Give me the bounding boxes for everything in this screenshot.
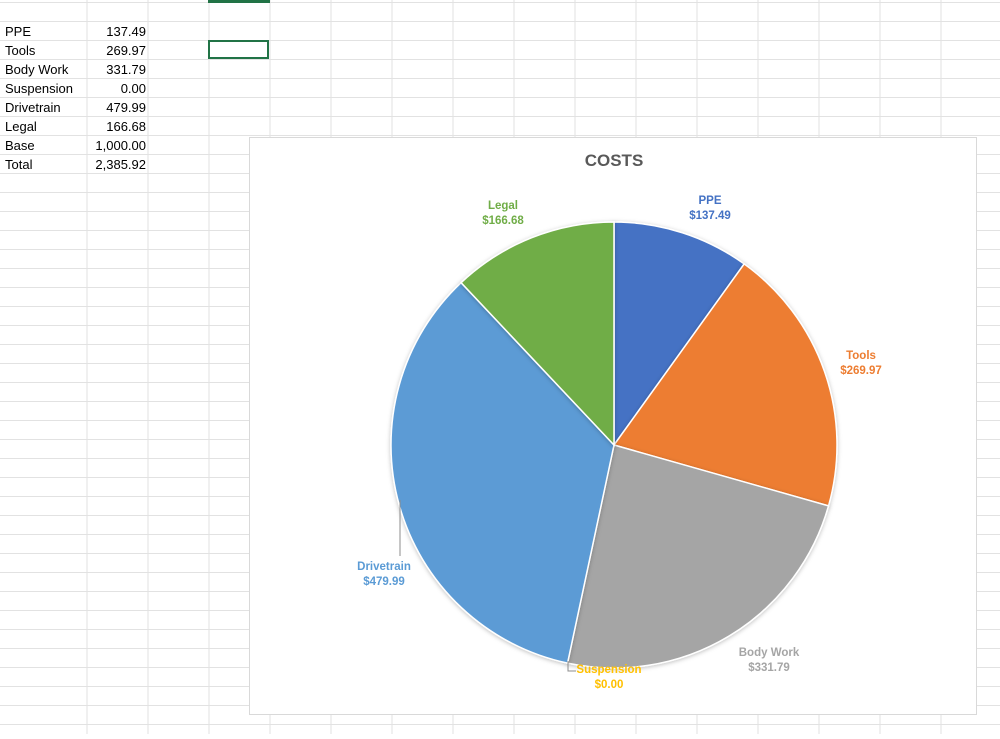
data-label-value-ppe: $137.49: [689, 210, 731, 222]
cell-value-total[interactable]: 2,385.92: [95, 157, 146, 172]
data-label-category-ppe: PPE: [698, 195, 721, 207]
data-label-value-drivetrain: $479.99: [363, 576, 405, 588]
cell-value-base[interactable]: 1,000.00: [95, 138, 146, 153]
data-label-category-suspension: Suspension: [576, 664, 641, 676]
pie-chart-canvas: COSTS PPE $137.49 Tools $269.97 Body Work $33…: [357, 151, 882, 691]
active-column-marker: [208, 0, 270, 3]
pie-slice-ppe[interactable]: [613, 221, 746, 448]
pie-slice-tools[interactable]: [612, 262, 838, 507]
cell-label-legal[interactable]: Legal: [5, 119, 37, 134]
data-label-value-legal: $166.68: [482, 215, 524, 227]
selected-cell[interactable]: [208, 40, 269, 59]
data-label-category-legal: Legal: [488, 200, 518, 212]
pie-slice-body-work[interactable]: [566, 444, 830, 669]
pie-slice-legal[interactable]: [460, 221, 615, 447]
cell-value-drivetrain[interactable]: 479.99: [106, 100, 146, 115]
cell-label-total[interactable]: Total: [5, 157, 33, 172]
data-label-value-body-work: $331.79: [748, 662, 790, 674]
leader-lines: [399, 500, 576, 672]
chart-title: COSTS: [585, 151, 644, 170]
cell-label-ppe[interactable]: PPE: [5, 24, 32, 39]
cell-value-legal[interactable]: 166.68: [106, 119, 146, 134]
data-label-value-tools: $269.97: [840, 365, 882, 377]
pie-slices: [390, 221, 838, 669]
cell-label-base[interactable]: Base: [5, 138, 35, 153]
pie-chart-object[interactable]: COSTS PPE $137.49 Tools $269.97 Body Work $33…: [249, 137, 977, 715]
cell-value-suspension[interactable]: 0.00: [120, 81, 146, 96]
data-label-category-tools: Tools: [846, 350, 876, 362]
data-labels: PPE $137.49 Tools $269.97 Body Work $331.79 Su…: [357, 195, 882, 691]
cell-value-ppe[interactable]: 137.49: [106, 24, 146, 39]
cell-label-tools[interactable]: Tools: [5, 43, 36, 58]
cell-label-body-work[interactable]: Body Work: [5, 62, 69, 77]
cell-value-body-work[interactable]: 331.79: [106, 62, 146, 77]
cell-label-suspension[interactable]: Suspension: [5, 81, 73, 96]
pie-slice-drivetrain[interactable]: [390, 281, 615, 664]
data-label-category-drivetrain: Drivetrain: [357, 561, 411, 573]
cell-label-drivetrain[interactable]: Drivetrain: [5, 100, 61, 115]
data-label-value-suspension: $0.00: [595, 679, 624, 691]
data-label-category-body-work: Body Work: [739, 647, 800, 659]
cell-value-tools[interactable]: 269.97: [106, 43, 146, 58]
leader-line-suspension: [567, 661, 576, 672]
